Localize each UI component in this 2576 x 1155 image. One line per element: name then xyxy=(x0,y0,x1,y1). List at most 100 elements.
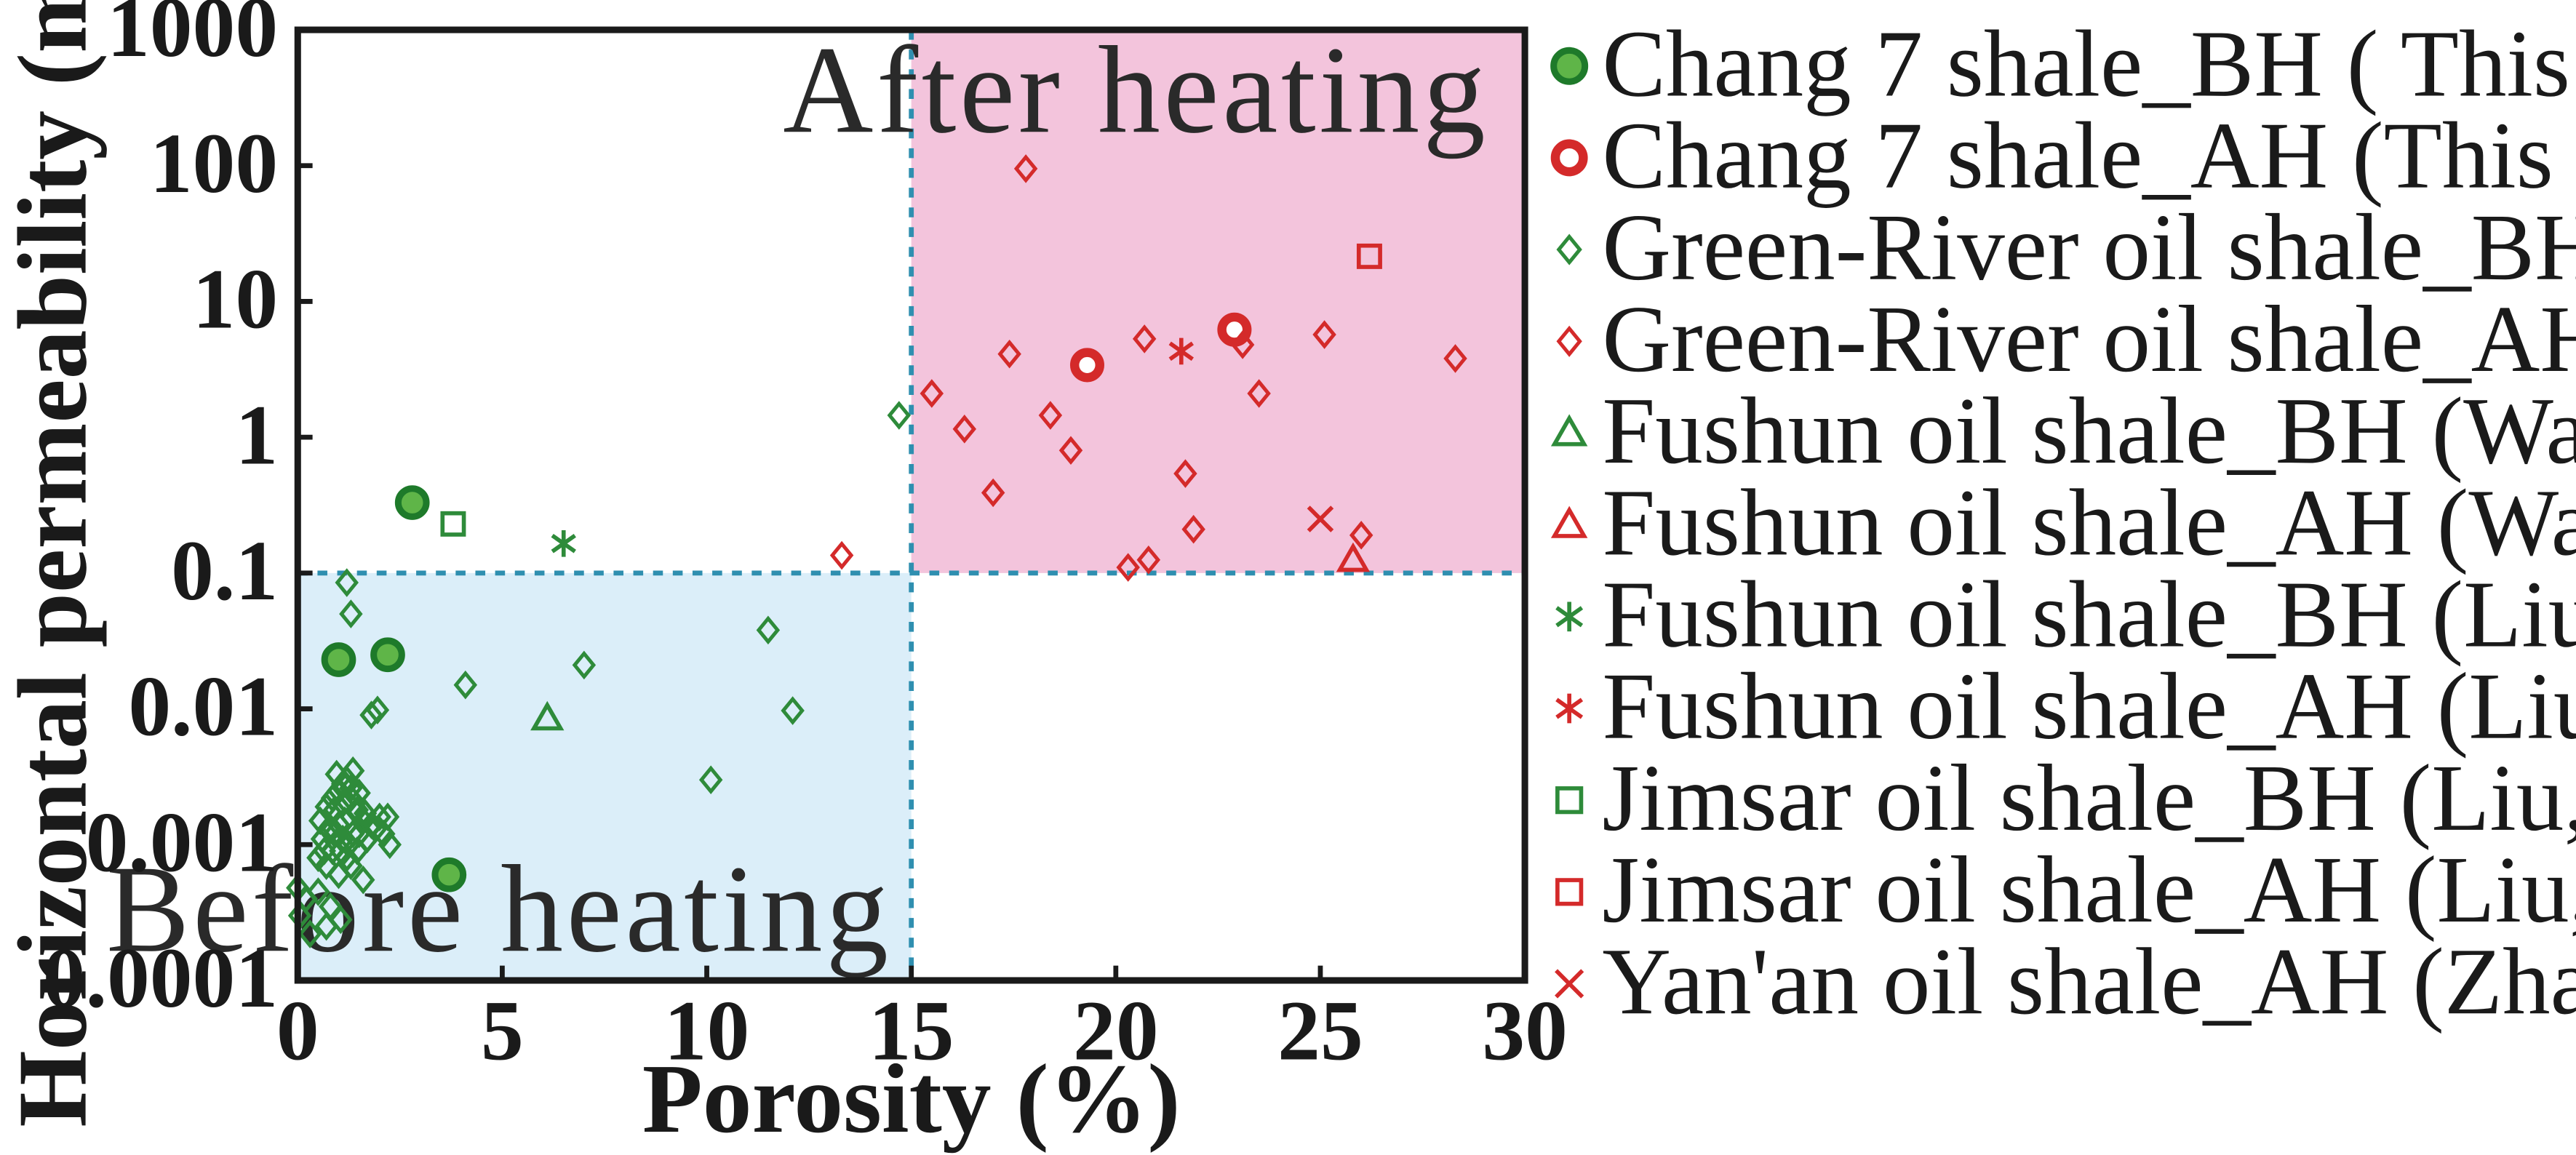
x-tick-label: 20 xyxy=(1073,984,1159,1079)
data-point-2-38 xyxy=(359,810,383,839)
legend-item: Jimsar oil shale_BH (Liu, 2012) xyxy=(1555,746,2576,851)
before-heating-region xyxy=(298,572,912,980)
legend-label: Fushun oil shale_BH (Wang et al., 2020) xyxy=(1602,378,2576,484)
shaded-regions xyxy=(298,30,1526,980)
legend-label: Jimsar oil shale_AH (Liu, 2012) xyxy=(1602,837,2576,943)
data-point-2-40 xyxy=(375,802,400,831)
data-point-3-4 xyxy=(1038,401,1063,430)
data-point-3-2 xyxy=(920,379,944,408)
data-point-2-44 xyxy=(347,778,371,808)
data-point-2-34 xyxy=(320,836,345,866)
data-point-0-1 xyxy=(321,642,356,677)
data-point-3-5 xyxy=(1058,436,1083,465)
y-tick-label: 1 xyxy=(235,388,278,482)
data-point-3-12 xyxy=(1230,330,1255,359)
data-point-2-56 xyxy=(327,810,351,839)
y-axis-title: Horizontal permeability (md) xyxy=(0,0,108,1127)
data-point-4-0 xyxy=(530,700,565,731)
data-point-2-22 xyxy=(351,865,375,895)
data-point-3-16 xyxy=(1349,521,1373,550)
legend-item: Fushun oil shale_AH (Wang et al., 2020) xyxy=(1550,470,2576,575)
data-point-3-1 xyxy=(997,339,1021,369)
x-axis-title: Porosity (%) xyxy=(642,1044,1181,1154)
data-point-2-36 xyxy=(335,843,359,873)
data-point-3-8 xyxy=(1173,459,1197,488)
data-point-2-50 xyxy=(339,774,363,803)
data-point-2-0 xyxy=(335,568,359,597)
legend-marker xyxy=(1555,878,1584,906)
x-tick-label: 25 xyxy=(1277,984,1363,1079)
data-point-3-9 xyxy=(1181,514,1205,544)
data-point-2-5 xyxy=(781,696,805,725)
legend-item: Fushun oil shale_BH (Liu, 2012) xyxy=(1555,562,2576,668)
data-point-3-13 xyxy=(1247,379,1271,408)
data-point-3-10 xyxy=(1116,553,1140,582)
legend-label: Fushun oil shale_AH (Liu, 2012) xyxy=(1602,654,2576,759)
data-point-2-7 xyxy=(887,401,912,430)
data-point-10-0 xyxy=(1307,505,1334,532)
y-tick-label: 1000 xyxy=(107,0,278,75)
data-point-2-6 xyxy=(698,765,723,794)
legend-item: Chang 7 shale_AH (This study) xyxy=(1550,103,2576,209)
legend-label: Green-River oil shale_BH (Kibodeaux, 201… xyxy=(1602,195,2576,300)
legend-label: Fushun oil shale_AH (Wang et al., 2020) xyxy=(1602,470,2576,575)
y-tick-label: 10 xyxy=(193,252,279,347)
legend-marker xyxy=(1555,602,1584,632)
data-point-2-8 xyxy=(359,700,383,730)
data-point-3-14 xyxy=(1312,320,1336,349)
legend-marker xyxy=(1556,233,1582,265)
legend: Chang 7 shale_BH ( This study)Chang 7 sh… xyxy=(1550,11,2576,1034)
data-point-0-3 xyxy=(431,857,467,892)
data-point-9-0 xyxy=(1356,243,1382,269)
data-point-2-12 xyxy=(298,919,322,948)
y-tick-label: 0.1 xyxy=(171,524,278,618)
legend-item: Green-River oil shale_BH (Kibodeaux, 201… xyxy=(1556,195,2576,300)
data-point-6-0 xyxy=(551,529,576,557)
data-point-2-57 xyxy=(340,819,365,849)
legend-label: Chang 7 shale_AH (This study) xyxy=(1602,103,2576,209)
legend-marker xyxy=(1550,505,1588,538)
data-point-1-1 xyxy=(1217,312,1252,347)
legend-item: Fushun oil shale_AH (Liu, 2012) xyxy=(1555,654,2576,759)
data-point-3-0 xyxy=(1013,154,1038,183)
legend-item: Chang 7 shale_BH ( This study) xyxy=(1550,11,2576,116)
legend-marker xyxy=(1550,414,1588,447)
legend-item: Fushun oil shale_BH (Wang et al., 2020) xyxy=(1550,378,2576,484)
legend-label: Fushun oil shale_BH (Liu, 2012) xyxy=(1602,562,2576,668)
legend-marker xyxy=(1550,47,1589,85)
data-point-0-0 xyxy=(394,485,430,520)
y-tick-label: 100 xyxy=(150,116,278,211)
y-tick-label: 0.0001 xyxy=(43,931,278,1026)
data-point-2-2 xyxy=(453,670,478,700)
legend-item: Green-River oil shale_AH (Kibodeaux, 201… xyxy=(1556,287,2576,392)
legend-label: Yan'an oil shale_AH (Zhao, 2011) xyxy=(1602,929,2576,1034)
data-point-2-52 xyxy=(314,792,338,822)
data-point-2-32 xyxy=(378,830,402,860)
data-point-7-0 xyxy=(1168,337,1194,365)
x-tick-label: 0 xyxy=(276,984,319,1079)
legend-marker xyxy=(1555,693,1584,724)
data-point-2-3 xyxy=(572,650,597,680)
data-point-5-0 xyxy=(1336,542,1371,572)
data-point-3-11 xyxy=(1136,545,1161,575)
legend-label: Jimsar oil shale_BH (Liu, 2012) xyxy=(1602,746,2576,851)
legend-label: Chang 7 shale_BH ( This study) xyxy=(1602,11,2576,116)
y-tick-label: 0.01 xyxy=(128,660,278,754)
data-point-2-4 xyxy=(756,615,781,645)
data-point-3-15 xyxy=(1443,344,1467,373)
legend-label: Green-River oil shale_AH (Kibodeaux, 201… xyxy=(1602,287,2576,392)
before-heating-label: Before heating xyxy=(106,840,892,978)
data-point-0-2 xyxy=(370,637,405,673)
x-axis-ticks: 0 5 10 15 20 25 30 xyxy=(276,965,1568,1079)
data-point-2-9 xyxy=(365,695,390,725)
legend-marker xyxy=(1550,139,1588,177)
data-point-2-59 xyxy=(312,836,337,866)
after-heating-region xyxy=(911,30,1526,573)
legend-marker xyxy=(1556,325,1582,357)
legend-marker xyxy=(1555,969,1584,999)
legend-marker xyxy=(1555,786,1584,815)
data-point-1-0 xyxy=(1069,348,1104,383)
legend-item: Jimsar oil shale_AH (Liu, 2012) xyxy=(1555,837,2576,943)
data-point-3-17 xyxy=(829,540,854,570)
x-tick-label: 30 xyxy=(1482,984,1568,1079)
